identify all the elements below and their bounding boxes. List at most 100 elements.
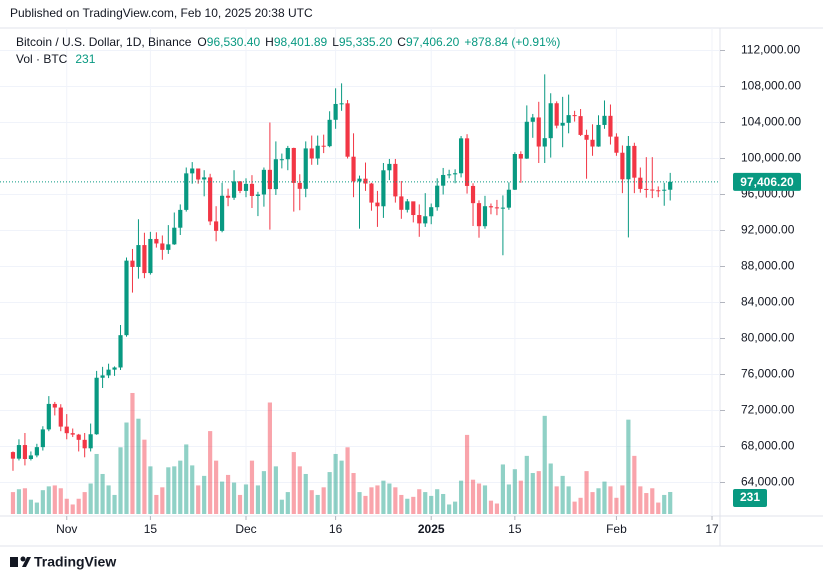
candle-body: [626, 145, 631, 180]
y-tick-label: 92,000.00: [741, 223, 795, 237]
volume-bar: [76, 498, 81, 514]
volume-bar: [458, 480, 464, 514]
volume-bar: [10, 492, 16, 514]
candle-body: [656, 190, 661, 192]
candle-body: [464, 138, 470, 186]
volume-bar: [518, 480, 523, 514]
candle-body: [315, 145, 320, 159]
candle-body: [417, 215, 422, 224]
candle-body: [16, 445, 22, 459]
candle-body: [178, 209, 183, 228]
candle-body: [22, 445, 28, 460]
candle-body: [429, 207, 434, 217]
candle-body: [172, 227, 177, 245]
ohlc-value: 96,530.40: [207, 35, 261, 49]
y-tick-label: 108,000.00: [741, 79, 801, 93]
volume-bar: [614, 497, 619, 514]
candle-body: [124, 260, 129, 336]
ohlc-value: 95,335.20: [339, 35, 393, 49]
volume-bar: [435, 489, 440, 514]
candle-body: [220, 195, 225, 231]
volume-bar: [303, 473, 308, 514]
volume-bar: [423, 492, 428, 514]
candle-body: [369, 183, 374, 203]
candle-body: [518, 154, 523, 159]
volume-bar: [506, 484, 511, 514]
candle-body: [500, 207, 505, 209]
volume-bar: [64, 498, 69, 514]
volume-bar: [249, 460, 255, 514]
ohlc-key: O: [197, 35, 206, 49]
last-price-label: 97,406.20: [740, 175, 794, 189]
volume-bar: [225, 474, 231, 514]
volume-bar: [118, 447, 123, 514]
candle-body: [279, 159, 284, 161]
candle-body: [327, 119, 332, 147]
ohlc-value: 97,406.20: [406, 35, 460, 49]
y-tick-label: 84,000.00: [741, 295, 795, 309]
ohlc-key: C: [397, 35, 406, 49]
volume-bar: [279, 499, 284, 514]
candle-body: [423, 216, 428, 224]
symbol: Bitcoin / U.S. Dollar, 1D, Binance: [16, 35, 192, 49]
candle-body: [572, 115, 577, 117]
candle-body: [530, 117, 535, 122]
volume-bar: [536, 471, 541, 514]
volume-bar: [267, 402, 272, 514]
candle-body: [620, 152, 625, 180]
volume-bar: [184, 444, 189, 514]
candle-body: [602, 115, 607, 125]
candle-body: [482, 206, 488, 227]
y-tick-label: 68,000.00: [741, 439, 795, 453]
candle-body: [536, 117, 541, 147]
published-note: Published on TradingView.com, Feb 10, 20…: [10, 6, 313, 20]
candle-body: [650, 189, 655, 191]
candle-body: [548, 103, 553, 139]
volume-value: 231: [75, 52, 95, 66]
volume-bar: [470, 479, 476, 514]
volume-bar: [22, 488, 28, 514]
candle-body: [644, 188, 649, 190]
candle-body: [225, 195, 231, 198]
candle-body: [112, 367, 117, 370]
volume-bar: [327, 472, 332, 514]
ohlc-key: H: [265, 35, 274, 49]
candle-body: [375, 202, 380, 207]
volume-bar: [321, 487, 326, 514]
volume-bar: [453, 501, 458, 514]
candle-body: [28, 455, 33, 460]
volume-bar: [500, 464, 505, 514]
volume-bar: [166, 467, 171, 514]
volume-bar: [70, 504, 75, 514]
volume-bar: [464, 434, 470, 514]
volume-bar: [255, 485, 261, 514]
candle-body: [76, 434, 81, 440]
volume-bar: [40, 490, 45, 514]
volume-bar: [590, 492, 595, 514]
candle-body: [458, 138, 464, 174]
last-price-box: [733, 172, 801, 191]
volume-legend: Vol · BTC 231: [16, 52, 96, 66]
candle-body: [94, 377, 99, 435]
candle-body: [10, 452, 16, 459]
ohlc-value: 98,401.89: [274, 35, 328, 49]
volume-bar: [399, 494, 404, 514]
volume-bar: [381, 480, 386, 514]
candle-body: [52, 403, 57, 408]
volume-bar: [315, 494, 320, 514]
candle-body: [596, 124, 601, 147]
volume-bar: [52, 485, 57, 514]
brand: TradingView: [34, 554, 116, 570]
volume-bar: [482, 485, 488, 514]
volume-bar: [190, 465, 195, 514]
volume-bar: [405, 498, 410, 514]
volume-bar: [46, 486, 51, 514]
volume-bar: [476, 483, 482, 514]
volume-bar: [237, 494, 243, 514]
candle-body: [142, 245, 147, 274]
volume-bar: [572, 501, 577, 514]
volume-bar: [291, 452, 296, 514]
candle-body: [566, 115, 571, 123]
candle-body: [46, 403, 51, 430]
candle-body: [470, 185, 476, 204]
